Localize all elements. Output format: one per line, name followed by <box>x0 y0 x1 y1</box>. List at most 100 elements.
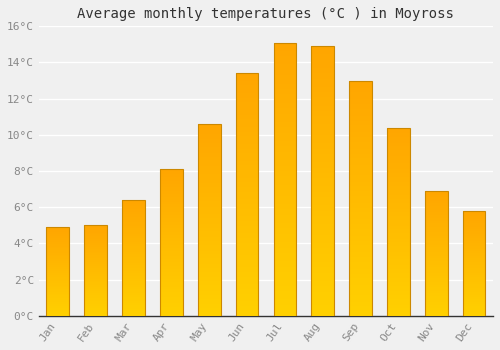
Bar <box>46 277 69 278</box>
Bar <box>84 289 107 290</box>
Bar <box>312 160 334 162</box>
Bar <box>84 313 107 314</box>
Bar <box>312 200 334 203</box>
Bar <box>236 74 258 316</box>
Bar <box>463 282 485 284</box>
Bar <box>122 236 145 237</box>
Bar <box>160 216 182 218</box>
Bar <box>425 216 448 217</box>
Bar <box>84 245 107 246</box>
Bar <box>84 314 107 315</box>
Bar <box>160 200 182 202</box>
Bar <box>160 241 182 243</box>
Bar <box>84 261 107 262</box>
Bar <box>84 227 107 228</box>
Bar <box>312 257 334 259</box>
Bar <box>236 168 258 170</box>
Bar <box>160 263 182 265</box>
Bar <box>236 262 258 265</box>
Bar <box>312 292 334 294</box>
Bar <box>46 305 69 306</box>
Bar <box>236 289 258 292</box>
Bar <box>236 100 258 103</box>
Bar <box>46 290 69 291</box>
Bar <box>387 261 410 263</box>
Bar <box>463 230 485 231</box>
Bar <box>46 288 69 289</box>
Bar <box>160 229 182 231</box>
Bar <box>349 219 372 222</box>
Bar <box>122 254 145 256</box>
Bar <box>46 308 69 309</box>
Bar <box>84 250 107 251</box>
Bar <box>160 215 182 216</box>
Bar <box>160 174 182 175</box>
Bar <box>312 243 334 246</box>
Bar <box>84 255 107 256</box>
Bar <box>274 168 296 171</box>
Bar <box>425 210 448 211</box>
Bar <box>160 193 182 194</box>
Bar <box>463 248 485 249</box>
Bar <box>84 307 107 308</box>
Bar <box>312 95 334 97</box>
Bar <box>274 206 296 209</box>
Bar <box>349 80 372 316</box>
Bar <box>46 314 69 315</box>
Bar <box>160 291 182 292</box>
Bar <box>349 106 372 109</box>
Bar <box>122 244 145 245</box>
Bar <box>198 224 220 226</box>
Bar <box>425 231 448 232</box>
Bar <box>160 212 182 213</box>
Bar <box>122 313 145 314</box>
Bar <box>463 276 485 277</box>
Bar <box>122 299 145 300</box>
Bar <box>236 122 258 124</box>
Bar <box>84 308 107 309</box>
Bar <box>349 95 372 97</box>
Bar <box>312 62 334 65</box>
Bar <box>349 314 372 316</box>
Bar <box>312 49 334 51</box>
Bar <box>160 312 182 313</box>
Bar <box>46 234 69 235</box>
Bar <box>198 270 220 272</box>
Bar <box>236 241 258 243</box>
Bar <box>160 172 182 174</box>
Bar <box>84 243 107 244</box>
Bar <box>46 251 69 252</box>
Bar <box>122 264 145 265</box>
Bar <box>274 75 296 78</box>
Bar <box>84 241 107 243</box>
Bar <box>274 174 296 176</box>
Bar <box>463 257 485 258</box>
Bar <box>122 206 145 207</box>
Bar <box>463 225 485 226</box>
Bar <box>198 302 220 304</box>
Bar <box>312 46 334 49</box>
Bar <box>122 304 145 306</box>
Bar <box>236 246 258 248</box>
Bar <box>46 244 69 245</box>
Bar <box>236 236 258 238</box>
Bar <box>425 229 448 230</box>
Bar <box>349 250 372 252</box>
Bar <box>387 180 410 182</box>
Bar <box>198 249 220 251</box>
Bar <box>198 214 220 216</box>
Bar <box>84 259 107 260</box>
Bar <box>84 267 107 268</box>
Bar <box>160 265 182 266</box>
Bar <box>312 73 334 76</box>
Bar <box>349 273 372 276</box>
Bar <box>387 244 410 246</box>
Bar <box>236 110 258 112</box>
Bar <box>122 295 145 296</box>
Bar <box>46 302 69 303</box>
Bar <box>274 54 296 56</box>
Bar <box>198 134 220 135</box>
Bar <box>160 250 182 251</box>
Bar <box>198 272 220 274</box>
Bar <box>198 310 220 312</box>
